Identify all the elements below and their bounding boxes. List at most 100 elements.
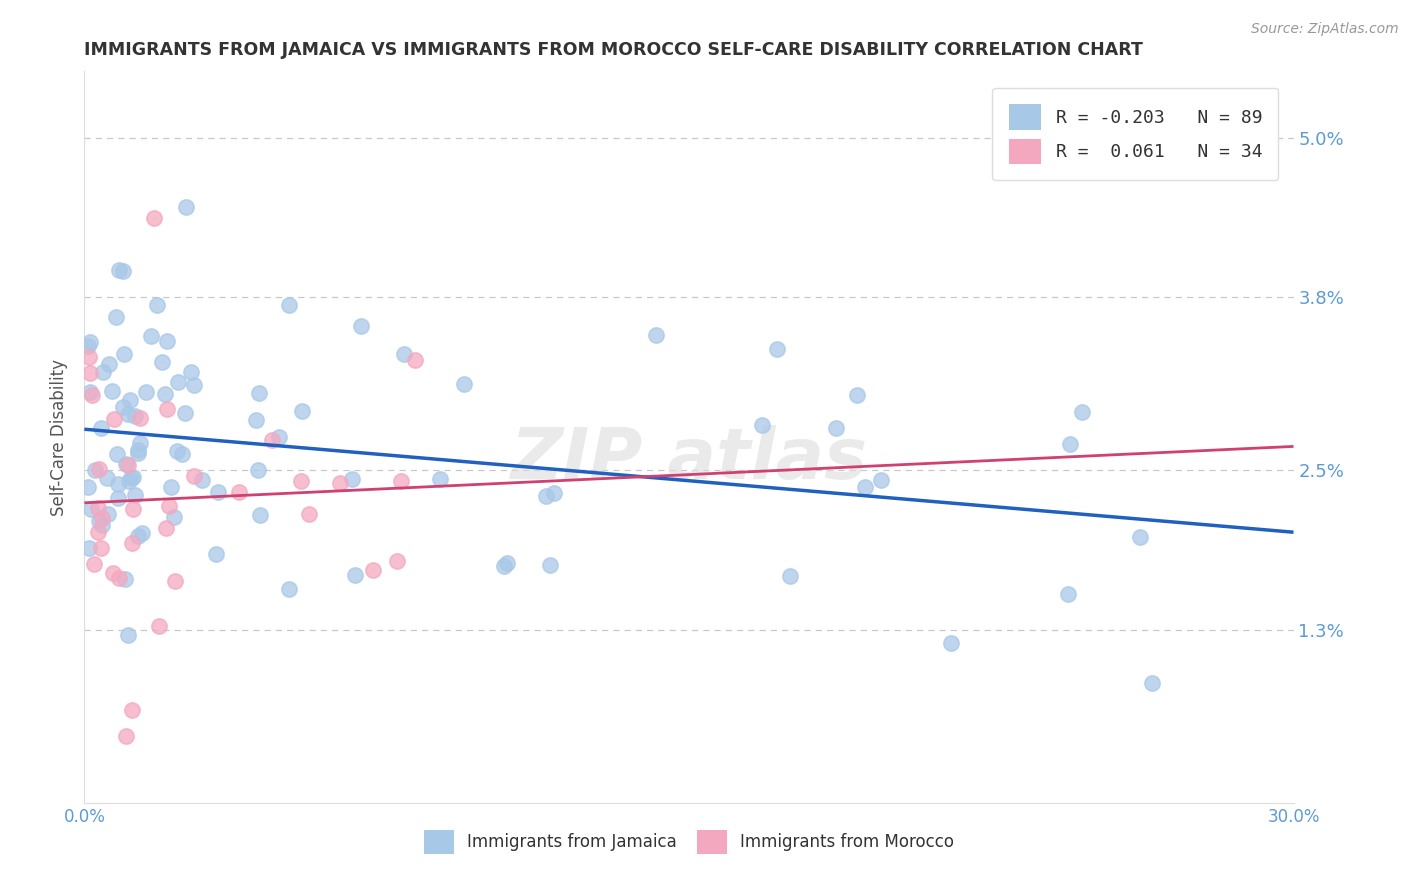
Point: [267, 430, 290, 444]
Point: [329, 476, 352, 491]
Point: [114, 572, 136, 586]
Point: [127, 529, 149, 543]
Point: [80, 387, 103, 401]
Point: [291, 404, 314, 418]
Point: [166, 376, 188, 390]
Point: [207, 484, 229, 499]
Point: [191, 473, 214, 487]
Point: [1070, 405, 1092, 419]
Point: [779, 569, 801, 583]
Point: [163, 574, 186, 588]
Point: [115, 457, 138, 471]
Point: [135, 385, 157, 400]
Point: [142, 211, 165, 225]
Point: [93, 365, 115, 379]
Point: [107, 476, 129, 491]
Point: [120, 393, 142, 408]
Point: [228, 485, 250, 500]
Point: [127, 443, 149, 458]
Point: [77, 339, 100, 353]
Point: [77, 480, 100, 494]
Point: [156, 402, 179, 417]
Point: [96, 471, 118, 485]
Point: [278, 298, 301, 312]
Point: [77, 350, 100, 364]
Point: [118, 474, 141, 488]
Point: [150, 354, 173, 368]
Point: [350, 318, 373, 333]
Point: [205, 547, 228, 561]
Point: [87, 524, 110, 539]
Point: [1059, 437, 1081, 451]
Point: [120, 471, 142, 485]
Point: [361, 563, 384, 577]
Point: [148, 619, 170, 633]
Point: [87, 461, 110, 475]
Point: [939, 636, 962, 650]
Point: [122, 469, 145, 483]
Point: [115, 729, 138, 743]
Point: [494, 558, 516, 573]
Point: [298, 508, 321, 522]
Point: [180, 366, 202, 380]
Text: Source: ZipAtlas.com: Source: ZipAtlas.com: [1251, 22, 1399, 37]
Point: [129, 436, 152, 450]
Point: [163, 509, 186, 524]
Point: [247, 385, 270, 400]
Point: [121, 703, 143, 717]
Point: [103, 411, 125, 425]
Point: [112, 400, 135, 414]
Point: [117, 407, 139, 421]
Text: IMMIGRANTS FROM JAMAICA VS IMMIGRANTS FROM MOROCCO SELF-CARE DISABILITY CORRELAT: IMMIGRANTS FROM JAMAICA VS IMMIGRANTS FR…: [84, 41, 1143, 59]
Point: [766, 342, 789, 356]
Point: [404, 353, 426, 368]
Point: [245, 413, 267, 427]
Point: [117, 458, 139, 472]
Point: [846, 388, 869, 402]
Point: [392, 347, 415, 361]
Point: [83, 557, 105, 571]
Point: [1129, 531, 1152, 545]
Point: [645, 327, 668, 342]
Point: [824, 421, 846, 435]
Point: [100, 384, 122, 398]
Point: [97, 508, 120, 522]
Point: [344, 567, 367, 582]
Point: [108, 262, 131, 277]
Point: [91, 511, 114, 525]
Point: [104, 310, 127, 324]
Point: [79, 334, 101, 349]
Point: [79, 384, 101, 399]
Point: [139, 329, 162, 343]
Point: [543, 485, 565, 500]
Point: [174, 406, 197, 420]
Point: [157, 499, 180, 513]
Point: [534, 489, 557, 503]
Point: [90, 421, 112, 435]
Point: [108, 571, 131, 585]
Point: [98, 357, 121, 371]
Point: [131, 526, 153, 541]
Point: [122, 502, 145, 516]
Point: [166, 443, 188, 458]
Text: ZIP atlas: ZIP atlas: [510, 425, 868, 493]
Point: [1142, 676, 1164, 690]
Point: [870, 473, 893, 487]
Point: [87, 500, 110, 515]
Point: [129, 410, 152, 425]
Point: [340, 471, 363, 485]
Point: [453, 377, 475, 392]
Point: [90, 517, 112, 532]
Point: [262, 433, 284, 447]
Point: [124, 488, 146, 502]
Point: [155, 521, 177, 535]
Point: [112, 347, 135, 361]
Point: [80, 502, 103, 516]
Point: [107, 447, 129, 461]
Point: [183, 378, 205, 392]
Legend: Immigrants from Jamaica, Immigrants from Morocco: Immigrants from Jamaica, Immigrants from…: [418, 823, 960, 860]
Point: [79, 366, 101, 380]
Point: [90, 541, 112, 555]
Point: [83, 463, 105, 477]
Point: [172, 447, 194, 461]
